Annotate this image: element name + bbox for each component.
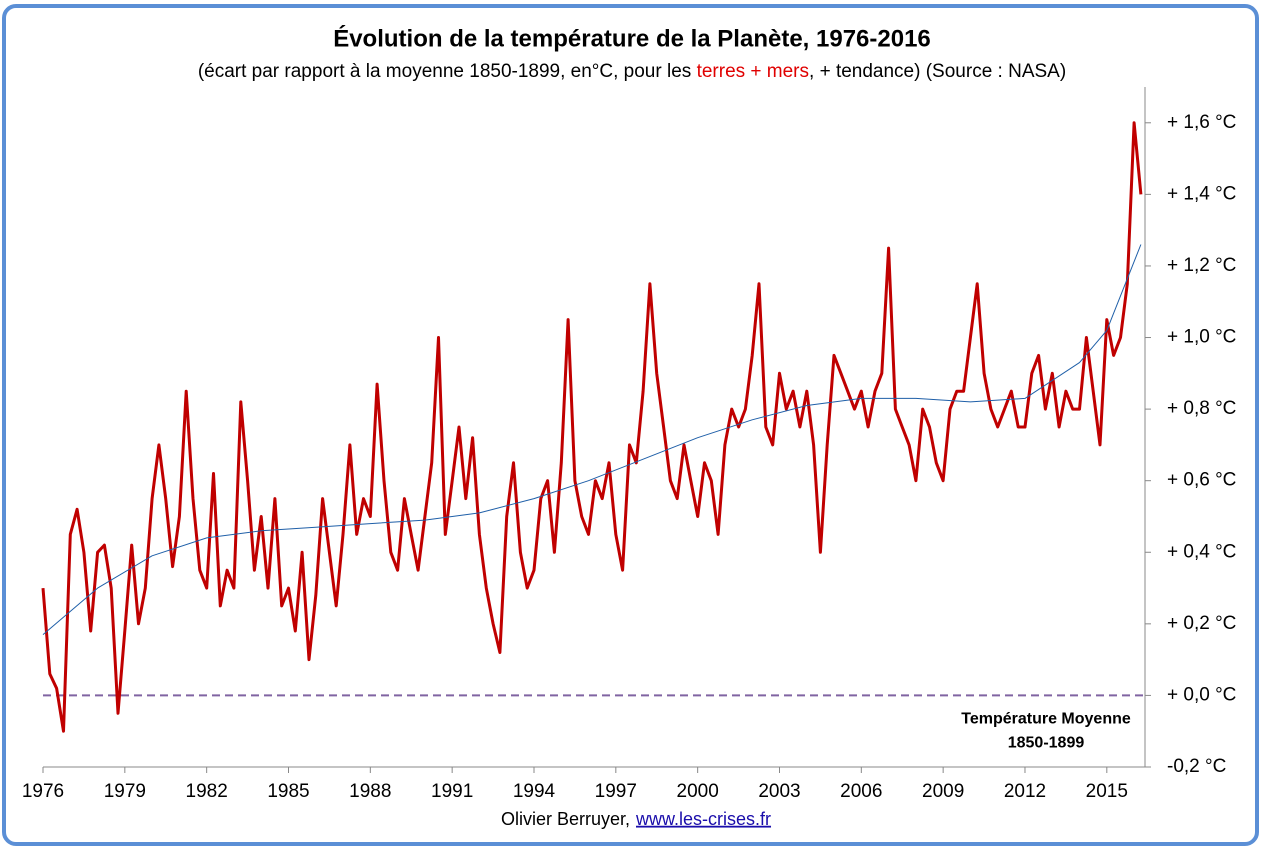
reference-label: 1850-1899 xyxy=(1008,735,1085,752)
series-line xyxy=(42,244,1142,635)
x-tick-label: 2012 xyxy=(1004,781,1046,802)
y-tick-label: + 1,4 °C xyxy=(1167,183,1236,204)
x-tick-label: 1997 xyxy=(595,781,637,802)
credit: Olivier Berruyer, xyxy=(501,809,630,829)
y-tick-label: + 0,4 °C xyxy=(1167,541,1236,562)
x-tick-label: 1988 xyxy=(349,781,391,802)
series-line xyxy=(41,121,1143,733)
x-tick-label: 1985 xyxy=(267,781,309,802)
x-tick-label: 1994 xyxy=(513,781,556,802)
y-tick-label: + 0,6 °C xyxy=(1167,470,1236,491)
x-tick-label: 1991 xyxy=(431,781,473,802)
x-tick-label: 2009 xyxy=(922,781,964,802)
x-tick-label: 2000 xyxy=(677,781,719,802)
y-tick-label: + 0,8 °C xyxy=(1167,398,1236,419)
link[interactable]: www.les-crises.fr xyxy=(635,809,771,829)
chart-title: Évolution de la température de la Planèt… xyxy=(333,24,931,52)
x-tick-label: 1979 xyxy=(104,781,146,802)
x-tick-label: 2003 xyxy=(758,781,800,802)
y-tick-label: + 1,0 °C xyxy=(1167,327,1236,348)
y-tick-label: + 1,2 °C xyxy=(1167,255,1236,276)
subtitle-part: terres + mers xyxy=(697,61,809,82)
y-tick-label: + 1,6 °C xyxy=(1167,112,1236,133)
x-tick-label: 2015 xyxy=(1086,781,1128,802)
x-tick-label: 1976 xyxy=(22,781,64,802)
y-tick-label: -0,2 °C xyxy=(1167,756,1226,777)
x-tick-label: 1982 xyxy=(186,781,228,802)
frame xyxy=(2,4,1259,846)
y-tick-label: + 0,0 °C xyxy=(1167,684,1236,705)
subtitle-part: (écart par rapport à la moyenne 1850-189… xyxy=(198,61,697,82)
chart-subtitle: (écart par rapport à la moyenne 1850-189… xyxy=(198,61,1066,82)
reference-label: Température Moyenne xyxy=(961,711,1131,728)
y-tick-label: + 0,2 °C xyxy=(1167,613,1236,634)
subtitle-part: , + tendance) (Source : NASA) xyxy=(809,61,1066,82)
x-tick-label: 2006 xyxy=(840,781,882,802)
